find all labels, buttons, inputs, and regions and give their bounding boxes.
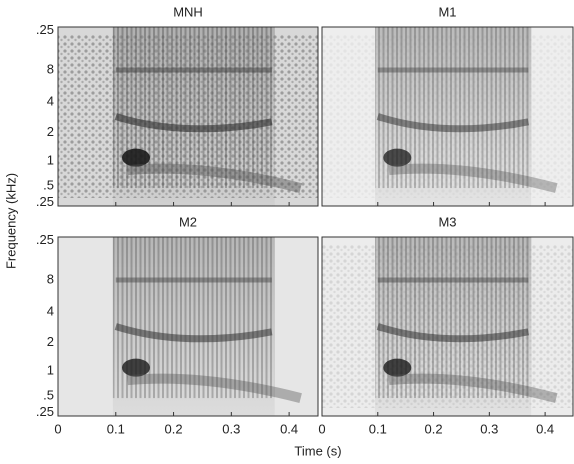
x-tick-label: 0 <box>54 421 61 436</box>
x-tick-label: 0.4 <box>536 421 554 436</box>
x-tick-label: 0.2 <box>165 421 183 436</box>
formant-blob <box>383 358 412 377</box>
x-tick-label: 0.3 <box>222 421 240 436</box>
y-tick-label: .25 <box>36 22 54 37</box>
x-axis-label: Time (s) <box>294 443 341 458</box>
y-tick-label: .25 <box>36 232 54 247</box>
y-tick-label: 8 <box>47 271 54 286</box>
x-tick-label: 0 <box>318 421 325 436</box>
spectrogram-panel <box>321 26 574 207</box>
y-tick-label: 4 <box>47 304 54 319</box>
panel-frame <box>321 26 574 207</box>
panel-frame <box>57 236 319 417</box>
x-tick-label: 0.1 <box>107 421 125 436</box>
formant-blob <box>122 148 150 167</box>
panel-frame <box>57 26 319 207</box>
y-tick-label: .25 <box>36 194 54 209</box>
formant-band <box>388 373 558 403</box>
formant-band <box>114 113 273 133</box>
y-tick-label: 2 <box>47 334 54 349</box>
y-tick-label: .25 <box>36 404 54 419</box>
formant-band <box>376 113 530 133</box>
x-tick-label: 0.1 <box>369 421 387 436</box>
y-tick-label: 8 <box>47 61 54 76</box>
formant-band <box>388 163 558 193</box>
panel-title: M3 <box>438 214 456 229</box>
formant-blob <box>122 358 150 377</box>
formant-band <box>376 323 530 343</box>
y-tick-label: 1 <box>47 363 54 378</box>
x-tick-label: 0.3 <box>480 421 498 436</box>
y-tick-label: .5 <box>43 388 54 403</box>
panel-frame <box>321 236 574 417</box>
formant-blob <box>383 148 412 167</box>
formant-band <box>126 163 302 193</box>
y-tick-label: 4 <box>47 94 54 109</box>
formant-band <box>114 323 273 343</box>
y-tick-label: .5 <box>43 178 54 193</box>
x-tick-label: 0.4 <box>280 421 298 436</box>
y-tick-label: 2 <box>47 124 54 139</box>
x-tick-label: 0.2 <box>425 421 443 436</box>
panel-title: M2 <box>179 214 197 229</box>
formant-band <box>126 373 302 403</box>
panel-title: M1 <box>438 4 456 19</box>
spectrogram-panel <box>321 236 574 417</box>
y-axis-label: Frequency (kHz) <box>3 173 18 269</box>
spectrogram-panel <box>57 236 319 417</box>
y-tick-label: 1 <box>47 153 54 168</box>
spectrogram-panel <box>57 26 319 207</box>
panel-title: MNH <box>173 4 203 19</box>
